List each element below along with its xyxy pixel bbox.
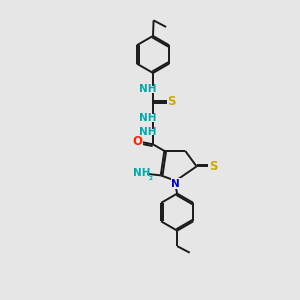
Text: N: N [171, 179, 180, 189]
Text: NH: NH [133, 168, 150, 178]
Text: ₂: ₂ [148, 173, 153, 182]
Text: NH: NH [139, 113, 156, 123]
Text: NH: NH [139, 127, 156, 137]
Text: S: S [209, 160, 217, 173]
Text: NH: NH [139, 84, 156, 94]
Text: S: S [167, 94, 176, 107]
Text: O: O [133, 135, 142, 148]
